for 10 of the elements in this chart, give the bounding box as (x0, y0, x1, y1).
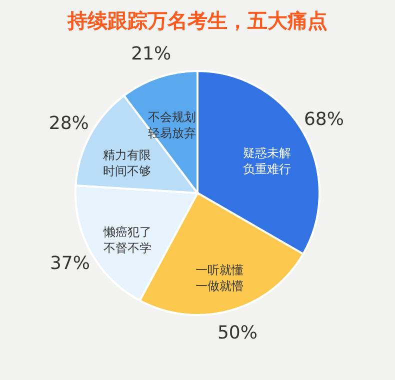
slice-label: 疑惑未解负重难行 (242, 146, 291, 176)
data-label: 37% (50, 253, 90, 274)
data-label: 50% (217, 322, 258, 344)
data-label: 68% (304, 109, 344, 130)
slice-label: 懒癌犯了不督不学 (102, 224, 152, 255)
data-label: 21% (131, 44, 172, 65)
slice-label: 一听就懂一做就懵 (195, 262, 244, 293)
slice-label: 精力有限时间不够 (103, 148, 152, 178)
data-label: 28% (48, 112, 89, 134)
chart-title: 持续跟踪万名考生，五大痛点 (66, 8, 328, 33)
